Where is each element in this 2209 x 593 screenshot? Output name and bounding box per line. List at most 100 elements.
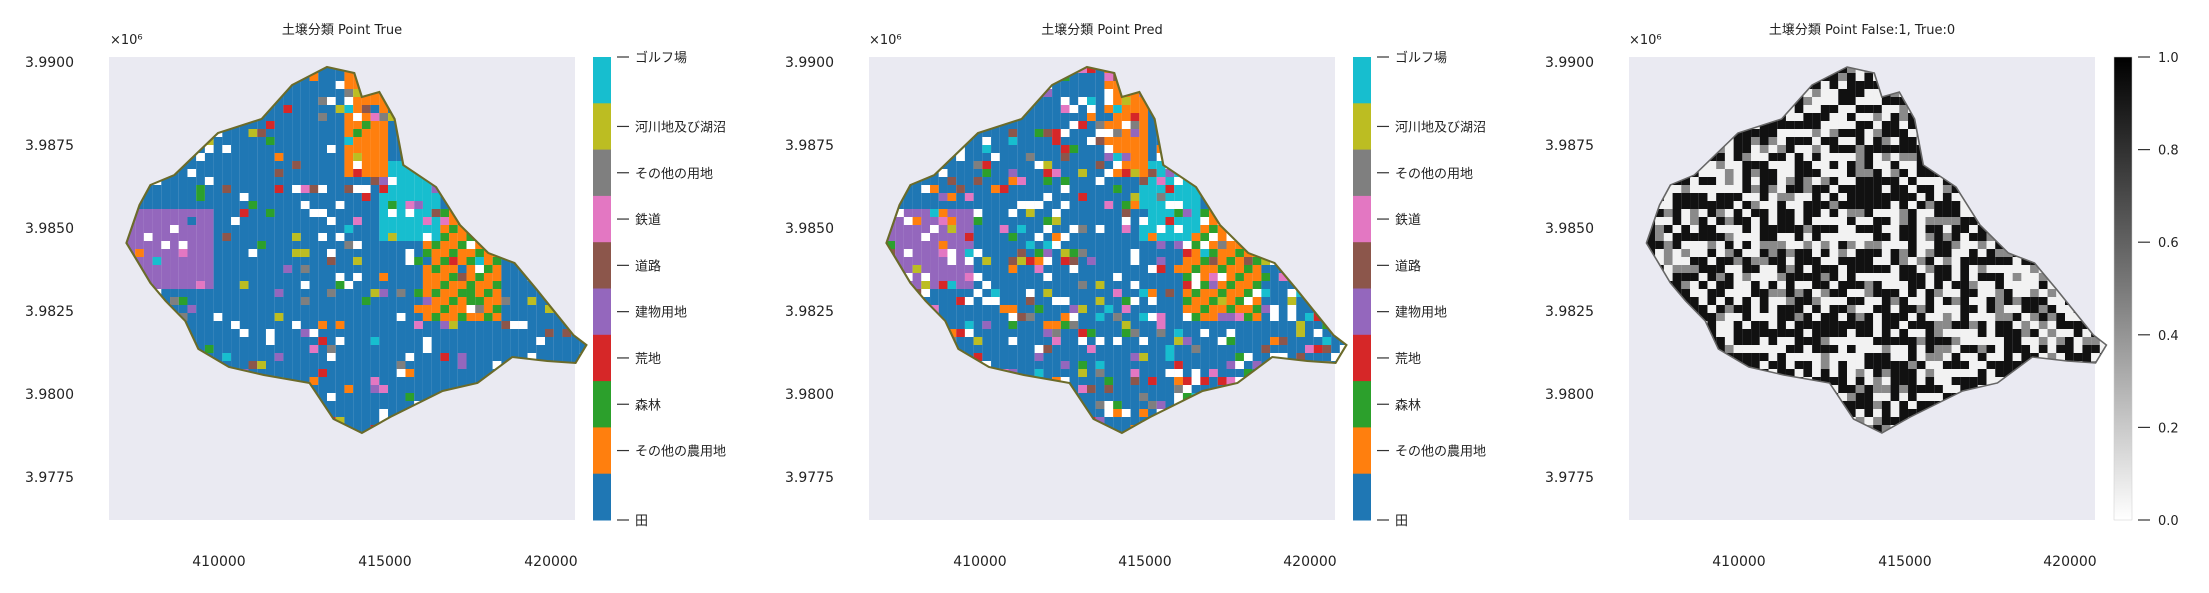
map-cell [379,257,389,265]
map-cell [309,249,319,257]
map-cell [1095,265,1105,273]
map-cell [161,273,171,281]
map-cell [930,177,939,185]
map-cell [1104,289,1114,297]
map-cell [414,289,423,297]
map-cell [344,233,354,241]
map-cell [1095,161,1105,169]
map-cell [1025,321,1035,329]
map-cell [1139,129,1149,137]
map-cell [991,145,1000,153]
map-cell [579,177,587,185]
map-cell [309,105,319,113]
map-cell [1139,233,1149,241]
map-cell [1104,361,1114,369]
map-cell [999,289,1009,297]
map-cell [265,305,275,313]
map-cell [1017,329,1026,337]
map-cell [187,209,197,217]
map-cell [991,297,1000,305]
map-cell [187,177,197,185]
map-cell [1025,137,1035,145]
map-cell [379,369,389,377]
map-cell [973,257,983,265]
map-cell [1278,321,1288,329]
map-cell [178,169,188,177]
map-cell [1200,217,1210,225]
map-cell [388,313,397,321]
map-cell [964,225,974,233]
map-cell [370,385,380,393]
map-cell [274,265,284,273]
map-cell [1139,145,1149,153]
map-cell [1078,337,1087,345]
x-tick: 415000 [358,554,411,570]
map-cell [283,121,293,129]
map-cell [414,193,423,201]
map-cell [1217,345,1227,353]
map-cell [327,233,336,241]
map-cell [1087,289,1096,297]
map-cell [1095,249,1105,257]
map-cell [1200,305,1210,313]
map-cell [1069,289,1079,297]
map-cell [579,249,587,257]
map-cell [370,105,380,113]
map-cell [1243,345,1253,353]
map-cell [1121,217,1131,225]
y-tick: 3.9875 [25,138,74,154]
map-cell [370,337,380,345]
map-cell [1052,249,1061,257]
map-cell [1156,281,1166,289]
map-cell [921,201,931,209]
y-tick: 3.9775 [25,470,74,486]
map-cell [379,153,389,161]
map-cell [187,161,197,169]
map-cell [1226,305,1236,313]
map-cell [335,161,345,169]
map-cell [938,249,948,257]
map-cell [1182,225,1192,233]
map-cell [239,337,249,345]
map-cell [405,209,415,217]
map-cell [1339,257,1347,265]
map-cell [204,161,214,169]
map-cell [483,281,493,289]
map-cell [1043,193,1053,201]
map-cell [1087,81,1096,89]
map-cell [1087,329,1096,337]
map-cell [1217,305,1227,313]
map-cell [1121,353,1131,361]
map-cell [274,369,284,377]
map-cell [1060,289,1070,297]
map-cell [161,241,171,249]
map-cell [1017,177,1026,185]
map-cell [1121,201,1131,209]
map-cell [1060,265,1070,273]
map-cell [999,137,1009,145]
map-cell [204,337,214,345]
map-cell [239,209,249,217]
map-cell [1008,313,1018,321]
map-cell [475,345,484,353]
map-cell [344,113,354,121]
map-cell [388,233,397,241]
map-cell [947,281,957,289]
map-cell [239,225,249,233]
map-cell [999,281,1009,289]
map-cell [1113,121,1122,129]
map-cell [1034,337,1044,345]
map-cell [518,289,528,297]
map-cell [930,185,939,193]
map-cell [973,161,983,169]
map-cell [231,345,240,353]
map-cell [1130,321,1140,329]
map-cell [231,329,240,337]
map-cell [213,233,223,241]
map-cell [1052,273,1061,281]
map-cell [135,217,144,225]
map-cell [300,121,310,129]
map-cell [213,297,223,305]
map-cell [947,289,957,297]
map-cell [991,321,1000,329]
